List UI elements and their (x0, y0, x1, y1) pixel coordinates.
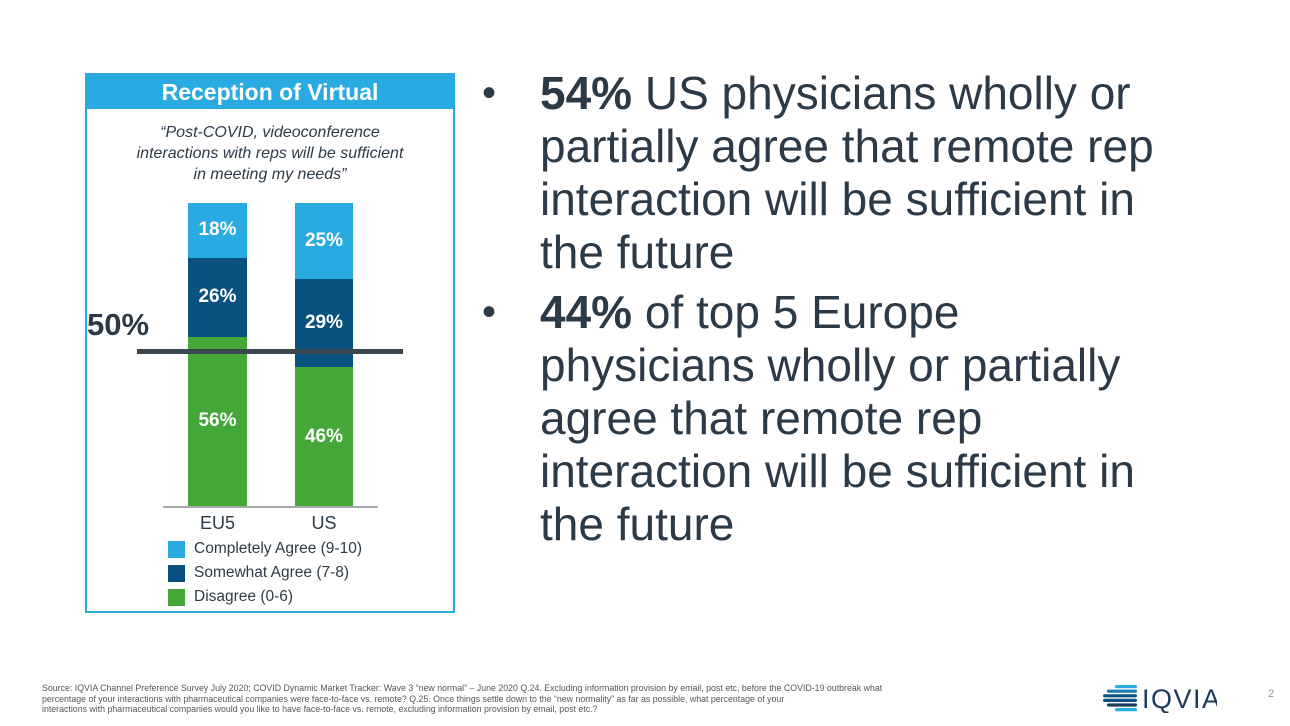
quote-line: in meeting my needs” (193, 166, 347, 183)
footnote-line: percentage of your interactions with pha… (42, 693, 785, 704)
bar-segment: 46% (295, 367, 353, 506)
legend-swatch-completely-agree (168, 540, 185, 558)
bar-segment: 25% (295, 203, 353, 279)
category-label-us: US (311, 513, 337, 533)
bar-value-label: 25% (304, 230, 344, 251)
bullet-marker: • (482, 290, 497, 334)
legend-row: Somewhat Agree (7-8) (168, 564, 362, 582)
bullet-line: the future (540, 226, 735, 278)
legend-swatch-somewhat-agree (168, 564, 185, 582)
bullet-line: interaction will be sufficient in (540, 173, 1135, 225)
bullet-text: 44% of top 5 Europe physicians wholly or… (540, 286, 1202, 551)
chart-legend: Completely Agree (9-10) Somewhat Agree (… (168, 540, 362, 612)
bullet-item-europe: • 44% of top 5 Europe physicians wholly … (482, 286, 1202, 551)
footnote-line: Source: IQVIA Channel Preference Survey … (42, 683, 883, 693)
bar-segment: 18% (188, 203, 247, 258)
legend-row: Completely Agree (9-10) (168, 540, 362, 558)
iqvia-logo-text: IQVIA (1142, 684, 1217, 713)
bullet-line: physicians wholly or partially (540, 339, 1121, 391)
bar-value-label: 29% (304, 312, 344, 333)
legend-label: Somewhat Agree (7-8) (194, 564, 350, 581)
footnote-line: interactions with pharmaceutical compani… (42, 704, 598, 715)
page-number: 2 (1268, 688, 1275, 700)
legend-label: Completely Agree (9-10) (194, 540, 362, 557)
bullet-text: 54% US physicians wholly or partially ag… (540, 67, 1202, 279)
bullet-line: US physicians wholly or (644, 67, 1131, 119)
x-axis-line (163, 506, 378, 508)
reception-chart-panel: Reception of Virtual “Post-COVID, videoc… (85, 73, 455, 613)
bullet-highlight: 54% (540, 67, 633, 119)
bar-segment: 56% (188, 336, 247, 506)
legend-swatch-disagree (168, 588, 185, 606)
chart-title: Reception of Virtual (87, 75, 453, 109)
legend-label: Disagree (0-6) (194, 588, 294, 605)
legend-row: Disagree (0-6) (168, 588, 362, 606)
stacked-bar-us: 46% 29% 25% (295, 203, 353, 506)
iqvia-logo-icon: IQVIA (1103, 684, 1220, 714)
stacked-bar-eu5: 56% 26% 18% (188, 203, 247, 506)
bullet-line: the future (540, 498, 735, 550)
category-label-eu5: EU5 (199, 513, 235, 533)
fifty-percent-label: 50% (87, 307, 150, 342)
bullet-line: of top 5 Europe (644, 286, 960, 338)
bullet-item-us: • 54% US physicians wholly or partially … (482, 67, 1202, 279)
bullet-line: interaction will be sufficient in (540, 445, 1135, 497)
chart-subtitle-quote: “Post-COVID, videoconference interaction… (87, 122, 453, 185)
bullet-line: partially agree that remote rep (540, 120, 1154, 172)
bar-value-label: 56% (198, 410, 237, 432)
bar-value-label: 26% (198, 286, 237, 308)
quote-line: “Post-COVID, videoconference (160, 124, 380, 141)
bullet-highlight: 44% (540, 286, 633, 338)
quote-line: interactions with reps will be sufficien… (136, 145, 404, 162)
source-footnote: Source: IQVIA Channel Preference Survey … (42, 683, 882, 715)
bar-segment: 26% (188, 257, 247, 337)
bullet-marker: • (482, 71, 497, 115)
bullet-line: agree that remote rep (540, 392, 983, 444)
iqvia-logo: IQVIA (1099, 683, 1220, 714)
key-takeaways: • 54% US physicians wholly or partially … (482, 67, 1202, 551)
bar-value-label: 46% (304, 425, 344, 447)
fifty-percent-reference-line (137, 349, 403, 354)
bar-value-label: 18% (198, 219, 237, 241)
